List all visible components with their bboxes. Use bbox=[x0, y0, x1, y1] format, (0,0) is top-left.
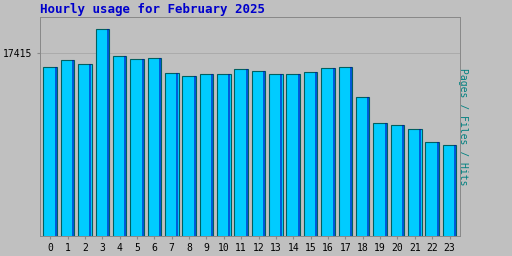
Bar bbox=[356, 97, 370, 256]
Bar bbox=[298, 74, 300, 256]
Bar bbox=[350, 67, 352, 256]
Bar bbox=[55, 67, 57, 256]
Bar bbox=[61, 60, 74, 256]
Bar bbox=[391, 125, 404, 256]
Bar bbox=[44, 67, 57, 256]
Bar bbox=[252, 71, 265, 256]
Bar bbox=[332, 68, 334, 256]
Bar bbox=[263, 71, 265, 256]
Bar bbox=[425, 142, 439, 256]
Bar bbox=[304, 72, 317, 256]
Bar bbox=[367, 97, 369, 256]
Bar bbox=[165, 73, 179, 256]
Bar bbox=[211, 74, 213, 256]
Bar bbox=[437, 142, 439, 256]
Bar bbox=[182, 76, 196, 256]
Bar bbox=[113, 56, 126, 256]
Bar bbox=[281, 74, 283, 256]
Bar bbox=[269, 74, 283, 256]
Bar bbox=[141, 59, 143, 256]
Bar bbox=[159, 58, 161, 256]
Bar bbox=[72, 60, 74, 256]
Y-axis label: Pages / Files / Hits: Pages / Files / Hits bbox=[458, 68, 468, 185]
Bar bbox=[228, 74, 230, 256]
Bar bbox=[443, 145, 456, 256]
Bar bbox=[246, 69, 248, 256]
Bar bbox=[454, 145, 456, 256]
Bar bbox=[96, 29, 109, 256]
Bar bbox=[90, 64, 92, 256]
Bar bbox=[315, 72, 317, 256]
Bar bbox=[234, 69, 248, 256]
Bar bbox=[338, 67, 352, 256]
Bar bbox=[287, 74, 300, 256]
Bar bbox=[200, 74, 213, 256]
Bar bbox=[147, 58, 161, 256]
Bar bbox=[217, 74, 230, 256]
Bar bbox=[408, 129, 421, 256]
Text: Hourly usage for February 2025: Hourly usage for February 2025 bbox=[40, 3, 265, 16]
Bar bbox=[373, 123, 387, 256]
Bar bbox=[130, 59, 144, 256]
Bar bbox=[107, 29, 109, 256]
Bar bbox=[124, 56, 126, 256]
Bar bbox=[402, 125, 404, 256]
Bar bbox=[176, 73, 178, 256]
Bar bbox=[194, 76, 196, 256]
Bar bbox=[419, 129, 421, 256]
Bar bbox=[78, 64, 92, 256]
Bar bbox=[321, 68, 335, 256]
Bar bbox=[385, 123, 387, 256]
